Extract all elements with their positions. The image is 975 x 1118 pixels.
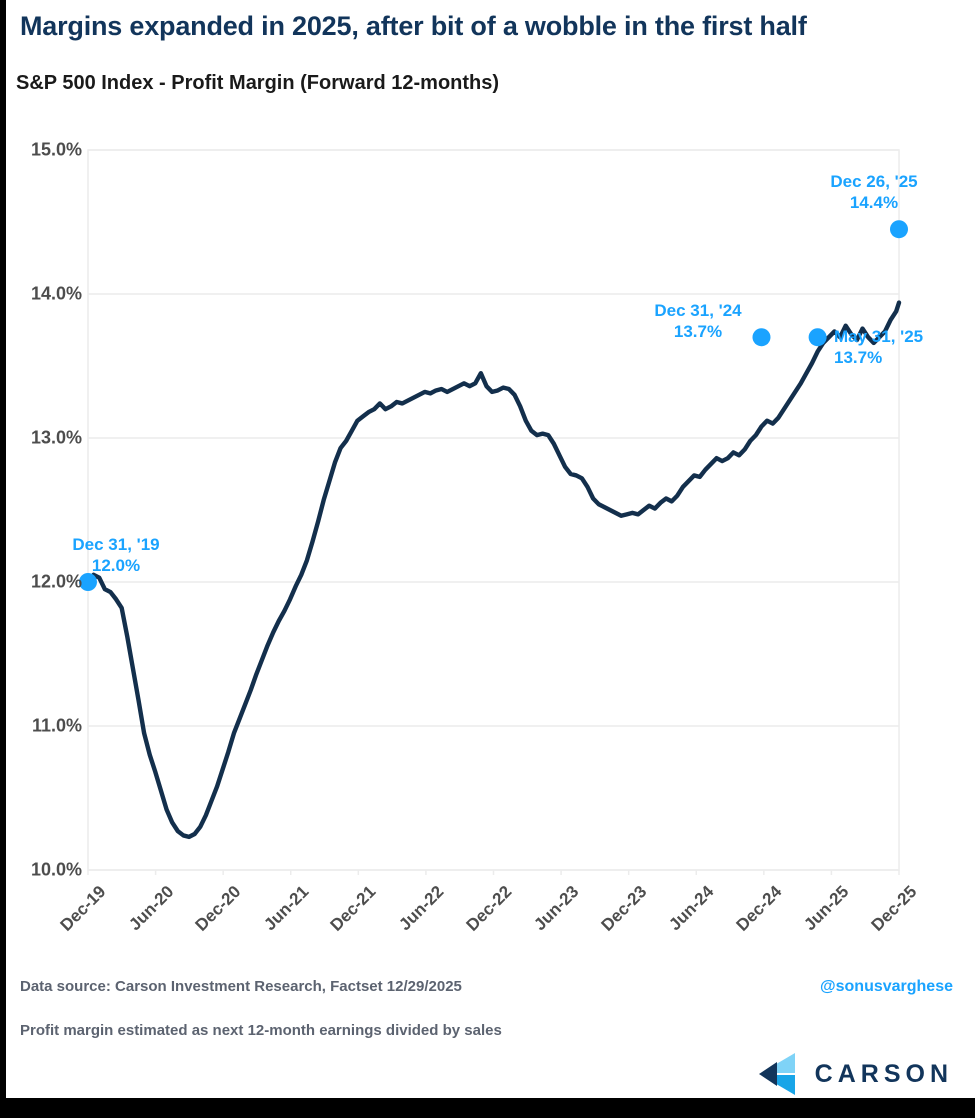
page-title: Margins expanded in 2025, after bit of a… — [20, 11, 807, 41]
carson-logo-text: CARSON — [814, 1059, 953, 1088]
annotation-date: Dec 31, '24 — [654, 301, 742, 320]
x-axis: Dec-19 Jun-20 Dec-20 Jun-21 Dec-21 Jun-22 Dec-… — [6, 0, 975, 960]
annotation-value: 13.7% — [834, 347, 883, 367]
annotation-dec-2025: Dec 26, '25 14.4% — [774, 172, 974, 213]
y-axis-tick-label: 10.0% — [30, 859, 82, 880]
data-point-marker[interactable] — [808, 328, 827, 347]
annotation-date: Dec 26, '25 — [830, 172, 918, 191]
methodology-note: Profit margin estimated as next 12-month… — [20, 1022, 502, 1039]
chart-card: Margins expanded in 2025, after bit of a… — [6, 0, 975, 1098]
y-axis-tick-label: 14.0% — [30, 283, 82, 304]
data-point-marker[interactable] — [79, 573, 97, 591]
annotation-dec-2024: Dec 31, '24 13.7% — [598, 301, 798, 342]
y-axis: 15.0% 14.0% 13.0% 12.0% 11.0% 10.0% — [6, 0, 82, 960]
carson-chevron-logo-icon — [755, 1052, 801, 1096]
annotation-value: 14.4% — [849, 192, 899, 212]
chart-plot-area: 15.0% 14.0% 13.0% 12.0% 11.0% 10.0% Dec-19 Jun… — [6, 0, 975, 960]
data-point-marker[interactable] — [890, 220, 908, 239]
author-handle[interactable]: @sonusvarghese — [820, 978, 953, 995]
line-chart-svg — [79, 149, 908, 875]
annotation-date: May 31, '25 — [834, 327, 924, 346]
annotation-dec-2019: Dec 31, '19 12.0% — [16, 535, 216, 576]
annotation-value: 13.7% — [673, 321, 723, 341]
annotation-may-2025: May 31, '25 13.7% — [834, 327, 923, 368]
y-axis-tick-label: 13.0% — [30, 427, 82, 448]
annotation-value: 12.0% — [91, 555, 141, 575]
y-axis-tick-label: 12.0% — [30, 571, 82, 592]
annotation-date: Dec 31, '19 — [72, 535, 160, 554]
y-axis-tick-label: 11.0% — [31, 715, 82, 736]
series-line — [85, 300, 902, 840]
carson-logo: CARSON — [755, 1048, 953, 1098]
data-source-text: Data source: Carson Investment Research,… — [20, 978, 462, 995]
chart-subtitle: S&P 500 Index - Profit Margin (Forward 1… — [16, 72, 500, 94]
data-point-marker[interactable] — [752, 328, 771, 347]
y-axis-tick-label: 15.0% — [30, 139, 82, 160]
